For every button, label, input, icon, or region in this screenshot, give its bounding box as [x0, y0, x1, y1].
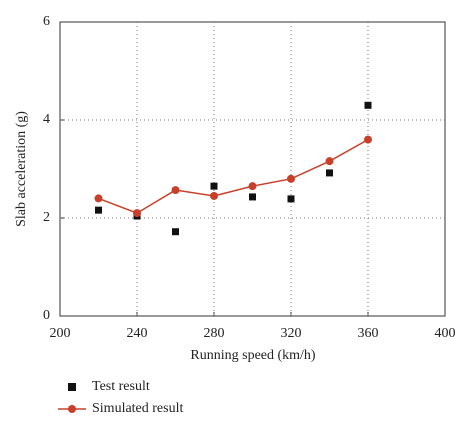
- data-point: [210, 191, 218, 200]
- data-point: [287, 174, 295, 183]
- plot-frame: [59, 21, 446, 317]
- x-tick-label: 280: [204, 326, 225, 341]
- data-point: [210, 182, 218, 190]
- y-axis-label: Slab acceleration (g): [14, 111, 29, 227]
- data-point: [171, 186, 180, 195]
- legend-swatch: [68, 405, 76, 413]
- legend-label: Simulated result: [92, 401, 183, 416]
- legend-label: Test result: [92, 379, 150, 394]
- data-point: [364, 101, 372, 109]
- data-point: [287, 195, 295, 203]
- y-tick-label: 0: [43, 308, 50, 323]
- legend-swatch: [68, 383, 76, 391]
- data-point: [94, 194, 103, 203]
- x-tick-label: 200: [50, 326, 71, 341]
- x-tick-label: 240: [127, 326, 148, 341]
- series-line: [98, 138, 369, 214]
- x-axis-label: Running speed (km/h): [190, 348, 316, 363]
- data-point: [172, 228, 179, 236]
- data-point: [364, 135, 372, 144]
- data-point: [249, 193, 256, 201]
- x-tick-label: 400: [435, 326, 456, 341]
- data-point: [133, 209, 141, 218]
- y-tick-label: 2: [43, 210, 50, 225]
- data-point: [248, 182, 257, 191]
- x-tick-label: 360: [358, 326, 379, 341]
- data-point: [326, 169, 333, 177]
- data-point: [95, 206, 102, 214]
- y-tick-label: 6: [43, 14, 50, 29]
- y-tick-label: 4: [43, 112, 50, 127]
- x-tick-label: 320: [281, 326, 302, 341]
- data-point: [325, 157, 334, 166]
